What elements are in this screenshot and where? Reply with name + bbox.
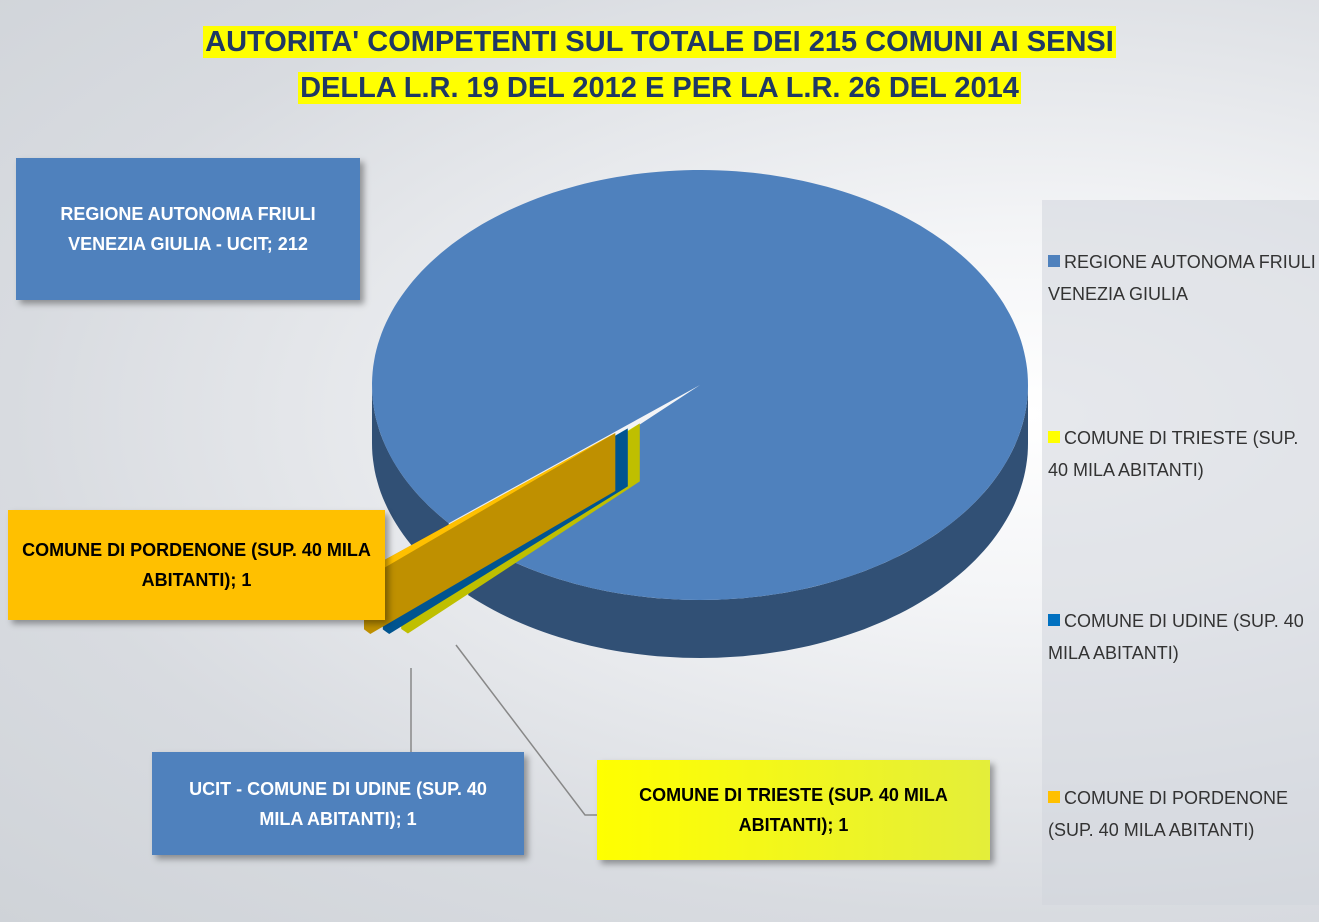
data-label: REGIONE AUTONOMA FRIULI VENEZIA GIULIA -… — [16, 158, 360, 300]
legend-swatch — [1048, 614, 1060, 626]
legend-swatch — [1048, 255, 1060, 267]
slice-side — [372, 385, 449, 582]
data-label: COMUNE DI PORDENONE (SUP. 40 MILA ABITAN… — [8, 510, 385, 620]
data-label: UCIT - COMUNE DI UDINE (SUP. 40 MILA ABI… — [152, 752, 524, 855]
legend-entry: COMUNE DI PORDENONE (SUP. 40 MILA ABITAN… — [1048, 782, 1316, 846]
legend-label: COMUNE DI TRIESTE (SUP. 40 MILA ABITANTI… — [1048, 428, 1299, 480]
legend-label: COMUNE DI PORDENONE (SUP. 40 MILA ABITAN… — [1048, 788, 1289, 840]
slice-side — [364, 433, 616, 634]
slice — [364, 433, 616, 576]
title-line: AUTORITA' COMPETENTI SUL TOTALE DEI 215 … — [203, 26, 1116, 58]
chart-title: AUTORITA' COMPETENTI SUL TOTALE DEI 215 … — [0, 26, 1319, 59]
title-line: DELLA L.R. 19 DEL 2012 E PER LA L.R. 26 … — [298, 72, 1021, 104]
legend-label: REGIONE AUTONOMA FRIULI VENEZIA GIULIA — [1048, 252, 1316, 304]
legend-swatch — [1048, 431, 1060, 443]
data-label: COMUNE DI TRIESTE (SUP. 40 MILA ABITANTI… — [597, 760, 990, 860]
legend-entry: REGIONE AUTONOMA FRIULI VENEZIA GIULIA — [1048, 246, 1316, 310]
legend: REGIONE AUTONOMA FRIULI VENEZIA GIULIA CO… — [1042, 200, 1319, 905]
legend-label: COMUNE DI UDINE (SUP. 40 MILA ABITANTI) — [1048, 611, 1304, 663]
legend-entry: COMUNE DI TRIESTE (SUP. 40 MILA ABITANTI… — [1048, 422, 1316, 486]
slice — [372, 170, 1028, 600]
legend-entry: COMUNE DI UDINE (SUP. 40 MILA ABITANTI) — [1048, 605, 1316, 669]
slice-side — [468, 385, 1028, 658]
leader-line — [455, 644, 597, 816]
chart-title: DELLA L.R. 19 DEL 2012 E PER LA L.R. 26 … — [0, 72, 1319, 105]
legend-swatch — [1048, 791, 1060, 803]
